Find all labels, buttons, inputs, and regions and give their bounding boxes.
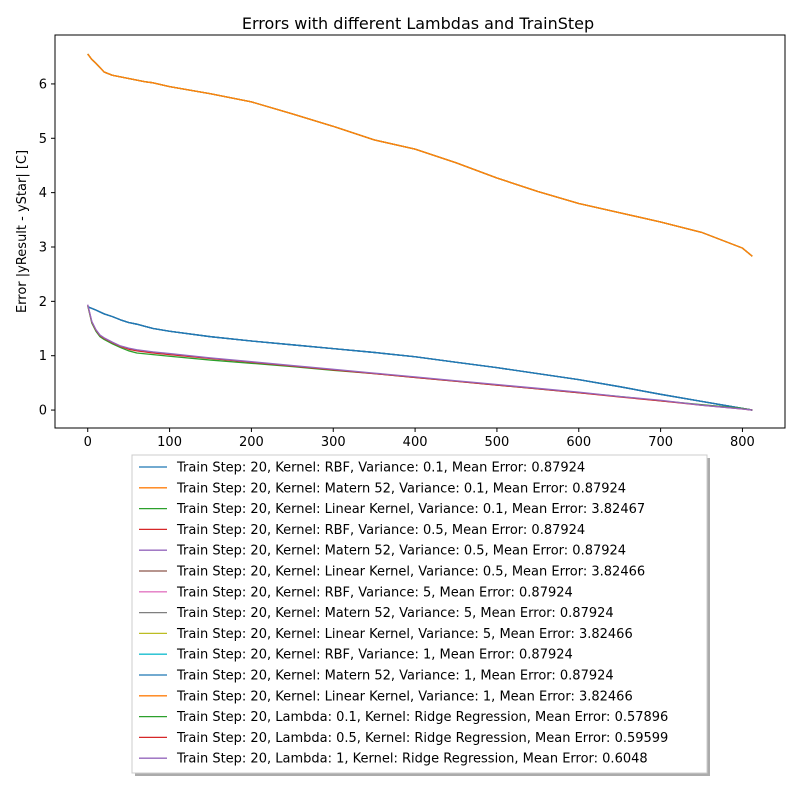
x-tick-label: 800 — [730, 435, 755, 450]
legend-item: Train Step: 20, Lambda: 1, Kernel: Ridge… — [139, 752, 648, 767]
legend-label: Train Step: 20, Kernel: Linear Kernel, V… — [176, 689, 633, 704]
legend-label: Train Step: 20, Lambda: 0.5, Kernel: Rid… — [176, 731, 668, 746]
x-tick-label: 300 — [321, 435, 346, 450]
y-tick-label: 5 — [39, 132, 47, 147]
series-layer — [87, 53, 753, 411]
legend-label: Train Step: 20, Kernel: Linear Kernel, V… — [176, 502, 645, 517]
legend-label: Train Step: 20, Kernel: Matern 52, Varia… — [176, 669, 614, 684]
legend-label: Train Step: 20, Kernel: RBF, Variance: 1… — [176, 648, 573, 663]
series-line-11 — [87, 306, 753, 411]
y-tick-label: 3 — [39, 240, 47, 255]
legend-item: Train Step: 20, Kernel: Matern 52, Varia… — [139, 544, 626, 559]
y-tick-label: 0 — [39, 404, 47, 419]
x-tick-label: 500 — [485, 435, 510, 450]
legend-label: Train Step: 20, Kernel: RBF, Variance: 5… — [176, 585, 573, 600]
legend-items: Train Step: 20, Kernel: RBF, Variance: 0… — [139, 461, 668, 767]
legend-label: Train Step: 20, Kernel: RBF, Variance: 0… — [176, 523, 585, 538]
legend-label: Train Step: 20, Kernel: Matern 52, Varia… — [176, 544, 626, 559]
legend-item: Train Step: 20, Kernel: Linear Kernel, V… — [139, 689, 633, 704]
legend-label: Train Step: 20, Kernel: Linear Kernel, V… — [176, 627, 633, 642]
series-line-12 — [87, 53, 753, 257]
legend-label: Train Step: 20, Lambda: 0.1, Kernel: Rid… — [176, 710, 668, 725]
y-tick-label: 1 — [39, 349, 47, 364]
x-tick-label: 100 — [157, 435, 182, 450]
plot-frame — [54, 34, 786, 429]
series-line-15 — [87, 304, 753, 411]
legend-label: Train Step: 20, Kernel: Linear Kernel, V… — [176, 565, 645, 580]
legend-item: Train Step: 20, Lambda: 0.1, Kernel: Rid… — [139, 710, 668, 725]
plot-area — [54, 34, 786, 429]
legend-item: Train Step: 20, Kernel: Matern 52, Varia… — [139, 481, 626, 496]
legend-item: Train Step: 20, Lambda: 0.5, Kernel: Rid… — [139, 731, 668, 746]
x-tick-label: 700 — [648, 435, 673, 450]
legend-box — [131, 454, 708, 774]
x-tick-label: 600 — [566, 435, 591, 450]
legend-item: Train Step: 20, Kernel: Linear Kernel, V… — [139, 502, 645, 517]
legend-label: Train Step: 20, Kernel: Matern 52, Varia… — [176, 481, 626, 496]
legend-item: Train Step: 20, Kernel: RBF, Variance: 5… — [139, 585, 573, 600]
legend-item: Train Step: 20, Kernel: Matern 52, Varia… — [139, 669, 614, 684]
legend-label: Train Step: 20, Lambda: 1, Kernel: Ridge… — [176, 752, 648, 767]
legend-item: Train Step: 20, Kernel: Matern 52, Varia… — [139, 606, 614, 621]
legend-item: Train Step: 20, Kernel: RBF, Variance: 0… — [139, 461, 585, 476]
legend-label: Train Step: 20, Kernel: RBF, Variance: 0… — [176, 461, 585, 476]
legend-label: Train Step: 20, Kernel: Matern 52, Varia… — [176, 606, 614, 621]
y-tick-label: 6 — [39, 77, 47, 92]
y-tick-label: 4 — [39, 186, 47, 201]
chart-title: Errors with different Lambdas and TrainS… — [242, 14, 594, 33]
legend-item: Train Step: 20, Kernel: Linear Kernel, V… — [139, 627, 633, 642]
x-tick-label: 0 — [84, 435, 92, 450]
legend-item: Train Step: 20, Kernel: RBF, Variance: 1… — [139, 648, 573, 663]
legend: Train Step: 20, Kernel: RBF, Variance: 0… — [131, 454, 710, 776]
x-tick-label: 400 — [403, 435, 428, 450]
y-tick-label: 2 — [39, 295, 47, 310]
x-tick-label: 200 — [239, 435, 264, 450]
legend-item: Train Step: 20, Kernel: RBF, Variance: 0… — [139, 523, 585, 538]
y-axis-label: Error |yResult - yStar| [C] — [15, 150, 30, 313]
axis-layer: 0 100 200 300 400 500 600 700 800 0 1 2 3 4 5 6 — [39, 77, 755, 450]
legend-item: Train Step: 20, Kernel: Linear Kernel, V… — [139, 565, 645, 580]
